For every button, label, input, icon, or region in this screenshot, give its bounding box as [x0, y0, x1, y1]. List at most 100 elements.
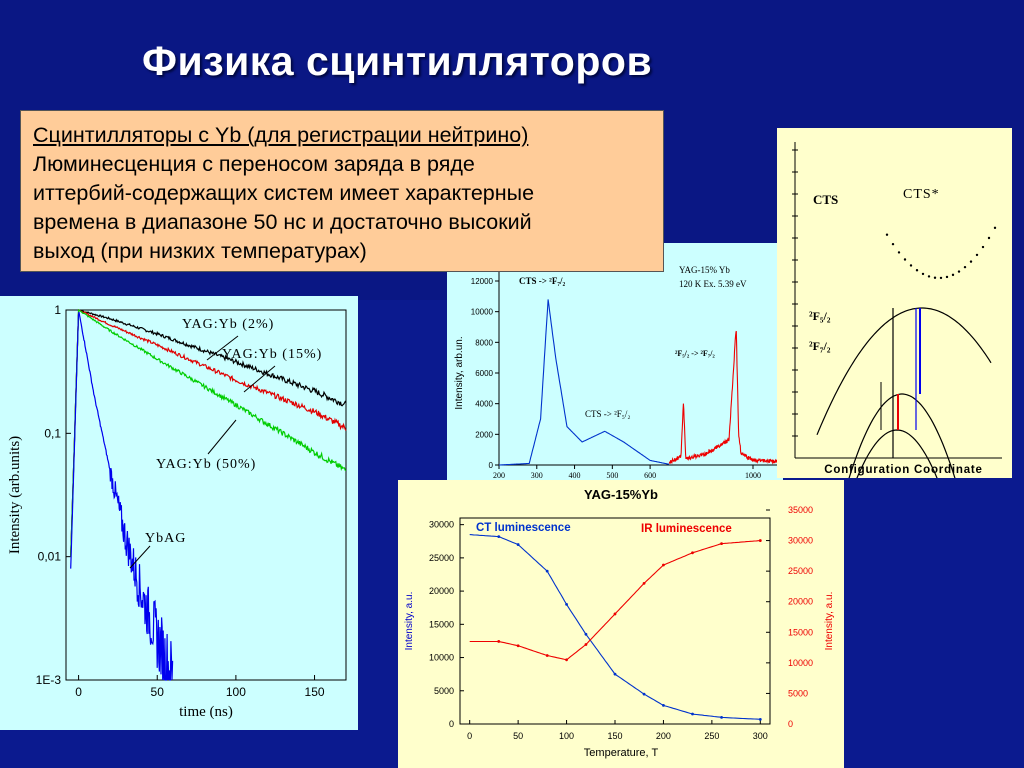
series-point: [691, 712, 694, 716]
annotation-pointer: [207, 419, 237, 455]
chart-title: YAG-15%Yb: [584, 487, 658, 502]
parabola-cts: [816, 307, 992, 436]
series-point: [497, 535, 501, 539]
x-axis-label: Temperature, T: [584, 747, 659, 759]
y-right-tick-label: 25000: [788, 566, 813, 576]
x-tick-label: 300: [531, 471, 543, 480]
y-right-tick-label: 10000: [788, 658, 813, 668]
x-tick-label: 50: [513, 731, 523, 741]
cts-star-dot: [921, 272, 925, 276]
annotation-cts-f52: CTS -> ²F₅/₂: [585, 409, 631, 419]
series-point: [720, 715, 723, 719]
decay-chart-panel: 0 50 100 150 1 0,1 0,01 1E-3 time (ns) Intensity …: [0, 296, 358, 730]
label-cts-star: CTS*: [903, 187, 940, 202]
y-right-tick-label: 30000: [788, 536, 813, 546]
y-right-tick-label: 5000: [788, 688, 808, 698]
series-point: [545, 569, 549, 573]
decay-chart: 0 50 100 150 1 0,1 0,01 1E-3 time (ns) Intensity …: [7, 303, 347, 720]
parabola-f72: [856, 429, 938, 478]
series-point: [720, 542, 723, 546]
x-tick-label: 300: [753, 731, 768, 741]
x-tick-label: 150: [607, 731, 622, 741]
y-axis-label: Intensity (arb.units): [7, 436, 23, 554]
spectrum-chart-panel: 0 2000 4000 6000 8000 10000 12000 200 300 400 500 6…: [447, 243, 783, 483]
series-point: [662, 563, 665, 567]
cts-star-dot: [897, 251, 901, 254]
series-line-2: [668, 330, 778, 465]
series-point: [613, 612, 617, 616]
plot-frame: [65, 309, 347, 681]
x-tick-label: 200: [493, 471, 505, 480]
cts-star-dot: [969, 260, 973, 263]
x-tick-label: 0: [75, 685, 82, 699]
cts-star-dot: [903, 258, 907, 261]
text-box-line-1: Люминесценция с переносом заряда в ряде: [33, 152, 475, 176]
series-point: [642, 581, 646, 585]
legend-ir: IR luminescence: [641, 523, 732, 535]
cts-star-dot: [945, 275, 949, 279]
y-right-tick-label: 0: [788, 719, 793, 729]
y-tick-label: 0,01: [38, 550, 62, 564]
cts-star-dot: [939, 276, 943, 280]
series-annotation: YAG:Yb (2%): [182, 317, 274, 332]
y-right-tick-label: 35000: [788, 505, 813, 515]
series-point: [516, 644, 520, 648]
series-point: [545, 654, 549, 657]
annotation-conditions: 120 K Ex. 5.39 eV: [679, 279, 747, 289]
label-cts: CTS: [813, 192, 838, 207]
y-tick-label: 10000: [429, 653, 454, 663]
temperature-chart: YAG-15%Yb 0 50 100 150 200 250 300 0 5000 10000 150…: [404, 487, 835, 759]
x-tick-label: 100: [559, 731, 574, 741]
x-tick-label: 200: [656, 731, 671, 741]
plot-frame: [459, 517, 771, 725]
series-point: [497, 640, 501, 643]
y-tick-label: 6000: [475, 369, 493, 378]
series-point: [565, 602, 568, 606]
annotation-pointer: [129, 545, 151, 569]
y-axis-label: Intensity, a.u.: [404, 592, 415, 651]
configuration-diagram-panel: Configuration Coordinate CTS CTS* ²F₅/₂ ²F₇/…: [777, 128, 1012, 478]
cts-star-dot: [909, 264, 913, 267]
cts-star-dot: [987, 236, 991, 240]
text-box: Сцинтилляторы с Yb (для регистрации нейт…: [20, 110, 664, 272]
cts-star-dot: [915, 269, 919, 272]
x-axis-label: time (ns): [179, 704, 233, 720]
series-point: [758, 717, 762, 721]
x-tick-label: 500: [606, 471, 618, 480]
series-line-1: [499, 299, 670, 466]
y-tick-label: 1: [54, 303, 61, 317]
annotation-sample: YAG-15% Yb: [679, 265, 730, 275]
cts-star-dot: [975, 253, 979, 257]
series-point: [584, 632, 588, 636]
parabola-f52: [848, 393, 956, 478]
slide-title: Физика сцинтилляторов: [142, 38, 653, 84]
x-tick-label: 50: [151, 685, 165, 699]
y-tick-label: 1E-3: [36, 673, 62, 687]
cts-star-dot: [957, 270, 961, 273]
cts-star-dot: [981, 245, 985, 249]
y-tick-label: 10000: [471, 308, 494, 317]
annotation-pointer: [243, 365, 276, 393]
legend-ct: CT luminescence: [476, 522, 571, 534]
x-tick-label: 600: [644, 471, 656, 480]
series-point: [584, 643, 588, 646]
y-tick-label: 8000: [475, 338, 493, 347]
series-point: [613, 672, 617, 676]
y-tick-label: 0: [449, 719, 454, 729]
y-tick-label: 4000: [475, 400, 493, 409]
series-line-2: [70, 309, 347, 557]
annotation-pointer: [206, 335, 239, 361]
x-tick-label: 400: [569, 471, 581, 480]
series-point: [565, 658, 568, 662]
y-right-tick-label: 15000: [788, 627, 813, 637]
x-axis-label: Configuration Coordinate: [824, 464, 982, 476]
series-point: [758, 539, 762, 542]
series-point: [662, 703, 665, 707]
cts-star-dot: [933, 276, 937, 279]
series-annotation: YbAG: [145, 531, 186, 546]
series-point: [516, 543, 520, 546]
cts-star-dot: [951, 273, 955, 277]
series-point: [691, 551, 694, 555]
series-line-1: [469, 534, 761, 720]
spectrum-chart: 0 2000 4000 6000 8000 10000 12000 200 300 400 500 6…: [454, 261, 778, 480]
